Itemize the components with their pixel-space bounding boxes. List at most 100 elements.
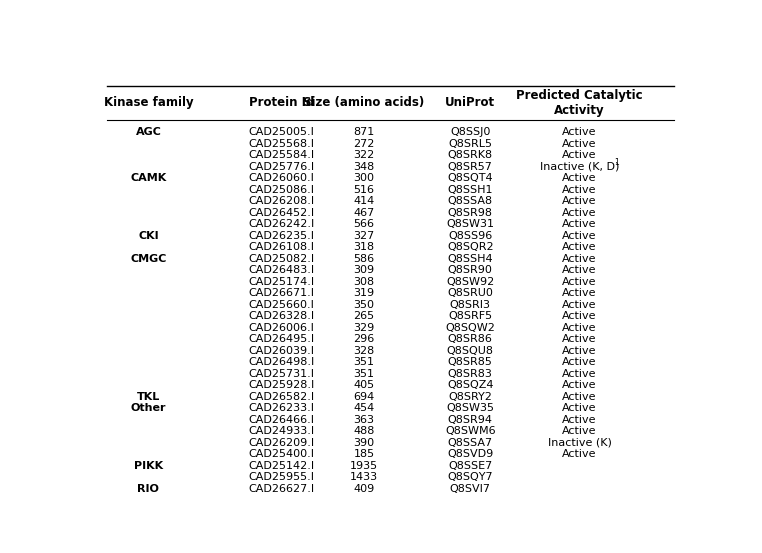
Text: Q8SSJ0: Q8SSJ0 xyxy=(450,127,491,137)
Text: Active: Active xyxy=(562,335,597,345)
Text: CAD26208.I: CAD26208.I xyxy=(249,196,315,206)
Text: Active: Active xyxy=(562,220,597,229)
Text: 272: 272 xyxy=(354,139,375,149)
Text: CAD26498.I: CAD26498.I xyxy=(249,357,315,367)
Text: CAD26209.I: CAD26209.I xyxy=(249,438,315,448)
Text: Active: Active xyxy=(562,265,597,275)
Text: CAD25584.I: CAD25584.I xyxy=(249,150,315,160)
Text: 308: 308 xyxy=(354,277,374,287)
Text: Kinase family: Kinase family xyxy=(104,96,194,109)
Text: CAMK: CAMK xyxy=(130,173,167,184)
Text: CAD26242.I: CAD26242.I xyxy=(249,220,315,229)
Text: 351: 351 xyxy=(354,369,374,379)
Text: TKL: TKL xyxy=(136,392,160,402)
Text: CAD26466.I: CAD26466.I xyxy=(249,415,315,425)
Text: CAD25928.I: CAD25928.I xyxy=(249,380,315,390)
Text: Active: Active xyxy=(562,242,597,252)
Text: 390: 390 xyxy=(354,438,374,448)
Text: RIO: RIO xyxy=(137,484,159,494)
Text: UniProt: UniProt xyxy=(445,96,495,109)
Text: Q8SVD9: Q8SVD9 xyxy=(447,449,493,460)
Text: CAD25142.I: CAD25142.I xyxy=(249,461,315,471)
Text: Q8SS96: Q8SS96 xyxy=(448,231,492,241)
Text: CAD25568.I: CAD25568.I xyxy=(249,139,315,149)
Text: CAD26452.I: CAD26452.I xyxy=(249,208,315,218)
Text: Active: Active xyxy=(562,323,597,333)
Text: Q8SRF5: Q8SRF5 xyxy=(448,311,492,321)
Text: 414: 414 xyxy=(354,196,375,206)
Text: Q8SQR2: Q8SQR2 xyxy=(447,242,494,252)
Text: 488: 488 xyxy=(354,426,375,436)
Text: Q8SSE7: Q8SSE7 xyxy=(448,461,492,471)
Text: CAD26627.I: CAD26627.I xyxy=(249,484,315,494)
Text: Active: Active xyxy=(562,185,597,195)
Text: Size (amino acids): Size (amino acids) xyxy=(303,96,424,109)
Text: 454: 454 xyxy=(354,403,375,413)
Text: Active: Active xyxy=(562,150,597,160)
Text: Q8SVI7: Q8SVI7 xyxy=(450,484,491,494)
Text: Q8SRK8: Q8SRK8 xyxy=(448,150,493,160)
Text: Active: Active xyxy=(562,380,597,390)
Text: CAD26235.I: CAD26235.I xyxy=(249,231,315,241)
Text: CAD26060.I: CAD26060.I xyxy=(249,173,315,184)
Text: Active: Active xyxy=(562,392,597,402)
Text: Q8SRY2: Q8SRY2 xyxy=(448,392,492,402)
Text: Q8SRU0: Q8SRU0 xyxy=(447,288,493,298)
Text: Active: Active xyxy=(562,449,597,460)
Text: CAD26328.I: CAD26328.I xyxy=(249,311,315,321)
Text: CAD25955.I: CAD25955.I xyxy=(249,472,315,482)
Text: Q8SW31: Q8SW31 xyxy=(447,220,495,229)
Text: Q8SSH4: Q8SSH4 xyxy=(447,254,493,264)
Text: Inactive (K): Inactive (K) xyxy=(548,438,611,448)
Text: 185: 185 xyxy=(354,449,374,460)
Text: 467: 467 xyxy=(354,208,375,218)
Text: Other: Other xyxy=(130,403,166,413)
Text: AGC: AGC xyxy=(136,127,162,137)
Text: Active: Active xyxy=(562,403,597,413)
Text: Q8SQU8: Q8SQU8 xyxy=(447,346,494,356)
Text: Active: Active xyxy=(562,231,597,241)
Text: Inactive (K, D): Inactive (K, D) xyxy=(539,162,620,172)
Text: 694: 694 xyxy=(354,392,375,402)
Text: Active: Active xyxy=(562,277,597,287)
Text: Active: Active xyxy=(562,127,597,137)
Text: 566: 566 xyxy=(354,220,374,229)
Text: Active: Active xyxy=(562,196,597,206)
Text: CAD25082.I: CAD25082.I xyxy=(249,254,315,264)
Text: 871: 871 xyxy=(354,127,375,137)
Text: Q8SSA8: Q8SSA8 xyxy=(448,196,493,206)
Text: CAD25174.I: CAD25174.I xyxy=(249,277,315,287)
Text: 586: 586 xyxy=(354,254,374,264)
Text: Active: Active xyxy=(562,357,597,367)
Text: 1433: 1433 xyxy=(350,472,378,482)
Text: 300: 300 xyxy=(354,173,374,184)
Text: CAD26039.I: CAD26039.I xyxy=(249,346,315,356)
Text: 363: 363 xyxy=(354,415,374,425)
Text: Q8SWM6: Q8SWM6 xyxy=(445,426,495,436)
Text: 318: 318 xyxy=(354,242,374,252)
Text: Q8SW35: Q8SW35 xyxy=(447,403,495,413)
Text: Q8SR86: Q8SR86 xyxy=(448,335,493,345)
Text: Q8SR94: Q8SR94 xyxy=(448,415,493,425)
Text: 327: 327 xyxy=(354,231,375,241)
Text: CAD25005.I: CAD25005.I xyxy=(249,127,315,137)
Text: Q8SRI3: Q8SRI3 xyxy=(450,300,491,310)
Text: 516: 516 xyxy=(354,185,374,195)
Text: CAD26582.I: CAD26582.I xyxy=(249,392,315,402)
Text: Protein Id: Protein Id xyxy=(249,96,314,109)
Text: 350: 350 xyxy=(354,300,374,310)
Text: Active: Active xyxy=(562,311,597,321)
Text: Q8SRL5: Q8SRL5 xyxy=(448,139,492,149)
Text: Active: Active xyxy=(562,426,597,436)
Text: Q8SR98: Q8SR98 xyxy=(448,208,493,218)
Text: Active: Active xyxy=(562,139,597,149)
Text: CAD26495.I: CAD26495.I xyxy=(249,335,315,345)
Text: Active: Active xyxy=(562,300,597,310)
Text: Active: Active xyxy=(562,415,597,425)
Text: 409: 409 xyxy=(354,484,375,494)
Text: CAD25400.I: CAD25400.I xyxy=(249,449,315,460)
Text: Q8SW92: Q8SW92 xyxy=(446,277,495,287)
Text: Active: Active xyxy=(562,254,597,264)
Text: CAD26483.I: CAD26483.I xyxy=(249,265,315,275)
Text: Q8SR57: Q8SR57 xyxy=(448,162,493,172)
